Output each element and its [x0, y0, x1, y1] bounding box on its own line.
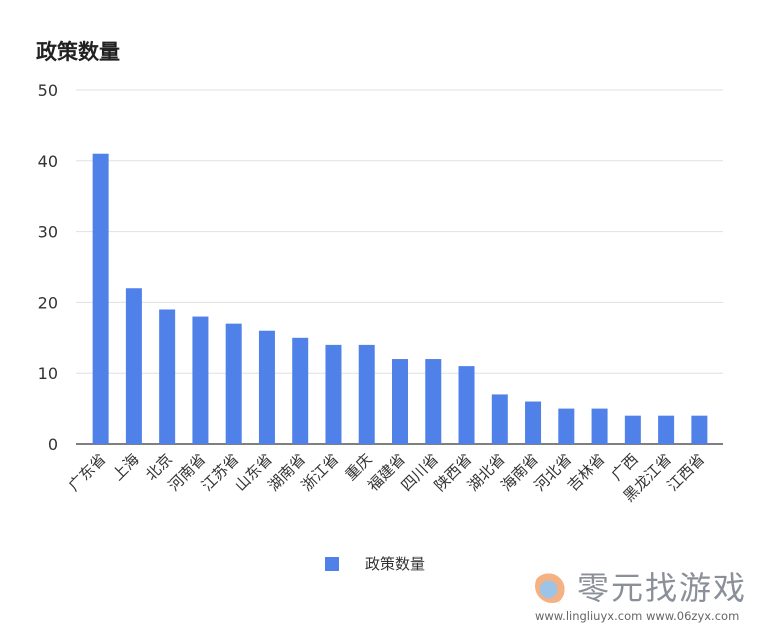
y-tick-label: 20: [38, 293, 58, 312]
x-tick-label: 陕西省: [431, 450, 476, 495]
bar: [425, 359, 442, 444]
bar: [225, 323, 242, 444]
x-tick-label: 福建省: [364, 450, 409, 495]
bar: [92, 153, 109, 444]
bar: [392, 359, 408, 444]
bar: [525, 401, 542, 444]
flame-logo-icon: [535, 569, 569, 603]
bar: [558, 408, 575, 444]
bar: [125, 288, 142, 444]
x-tick-label: 河南省: [165, 450, 210, 495]
watermark-name: 零元找游戏: [577, 569, 748, 607]
x-tick-label: 浙江省: [298, 450, 343, 495]
x-tick-label: 四川省: [398, 450, 443, 495]
y-tick-label: 0: [48, 435, 58, 454]
bar: [192, 316, 209, 444]
bar: [292, 337, 309, 444]
y-tick-label: 10: [38, 364, 58, 383]
bar: [691, 415, 708, 444]
x-tick-label: 海南省: [497, 450, 542, 495]
bar: [159, 309, 176, 444]
legend[interactable]: 政策数量: [325, 553, 425, 574]
bar: [458, 366, 475, 444]
x-tick-label: 江西省: [664, 450, 709, 495]
x-tick-label: 湖南省: [264, 450, 309, 495]
bar: [591, 408, 608, 444]
x-tick-label: 吉林省: [564, 450, 609, 495]
x-tick-label: 河北省: [531, 450, 576, 495]
chart-title: 政策数量: [36, 40, 120, 64]
x-tick-label: 江苏省: [198, 450, 243, 495]
x-tick-label: 上海: [109, 450, 143, 484]
bar: [491, 394, 508, 444]
x-tick-label: 湖北省: [464, 450, 509, 495]
watermark: 零元找游戏 www.lingliuyx.com www.06zyx.com: [535, 563, 747, 623]
bar: [624, 415, 641, 444]
watermark-urls: www.lingliuyx.com www.06zyx.com: [535, 609, 740, 623]
y-tick-label: 40: [38, 152, 58, 171]
y-tick-label: 50: [38, 81, 58, 100]
legend-label: 政策数量: [365, 555, 426, 573]
bar: [258, 330, 275, 444]
legend-swatch: [325, 556, 339, 571]
bar: [325, 344, 342, 444]
x-tick-label: 山东省: [231, 450, 276, 495]
y-tick-label: 30: [38, 223, 58, 242]
bar: [658, 415, 675, 444]
x-tick-label: 广东省: [65, 450, 110, 495]
bar: [358, 344, 375, 444]
